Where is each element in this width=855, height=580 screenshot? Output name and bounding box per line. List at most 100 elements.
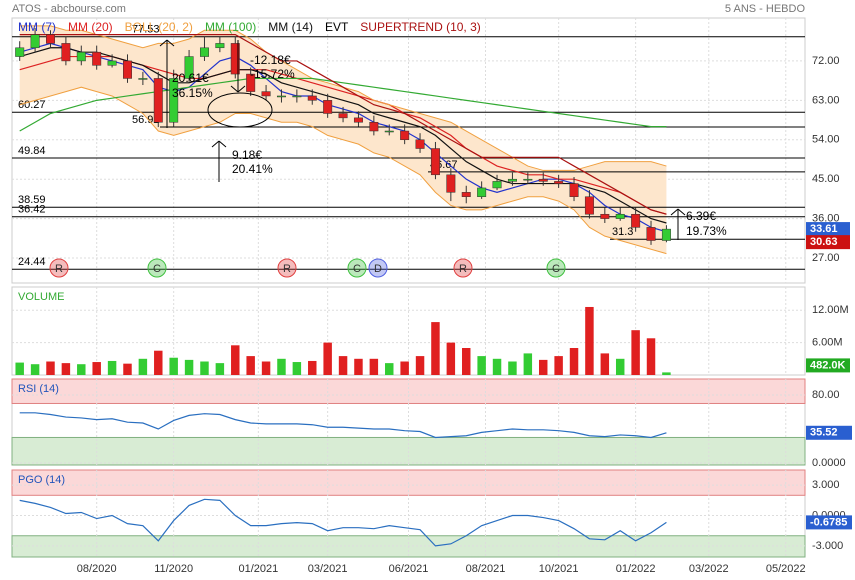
volume-bar [107, 360, 117, 375]
event-marker [277, 258, 297, 278]
price-tag-label: 30.63 [810, 236, 838, 248]
indicator-line [19, 412, 667, 439]
indicator-line [19, 498, 667, 547]
x-tick-label: 01/2021 [238, 563, 278, 575]
volume-bar [15, 362, 24, 375]
x-tick-label: 06/2021 [389, 563, 429, 575]
volume-bar [215, 363, 225, 375]
y-tick-label: 80.00 [812, 389, 840, 401]
candle-body [584, 196, 594, 215]
candle-body [215, 43, 225, 49]
arrow [166, 39, 175, 47]
arrow [237, 85, 246, 93]
x-tick-label: 01/2022 [616, 563, 656, 575]
volume-bar [615, 358, 625, 375]
legend-entry: MM (20) [68, 20, 113, 34]
volume-bar [277, 358, 286, 375]
y-tick-label: 12.00M [812, 304, 849, 316]
candle-body [261, 91, 271, 97]
legend-entry: MM (100) [205, 20, 256, 34]
volume-bar [415, 356, 425, 375]
event-marker [368, 258, 388, 278]
candle-body [477, 187, 487, 197]
arrow [211, 140, 220, 148]
volume-bar [77, 364, 86, 375]
candle-body [369, 121, 379, 132]
volume-bar [30, 364, 40, 375]
y-tick-label: -3.000 [812, 540, 843, 552]
event-marker [347, 258, 367, 278]
volume-bar [385, 363, 394, 375]
volume-bar [523, 353, 533, 375]
candle-body [461, 192, 471, 197]
arrow [159, 39, 168, 47]
volume-bar [492, 358, 502, 375]
volume-bar [446, 342, 456, 375]
volume-bar [292, 362, 302, 375]
last-value-label: 35.52 [810, 427, 838, 439]
x-tick-label: 11/2020 [154, 563, 193, 575]
candle-body [76, 51, 86, 62]
candle-body [507, 178, 517, 182]
level-label: 77.53 [132, 24, 160, 36]
candle-body [615, 213, 625, 219]
last-value-label: 482.0K [810, 359, 846, 371]
event-label: D [374, 263, 382, 275]
candle-body [107, 60, 117, 66]
event-label: R [55, 263, 63, 275]
volume-bar [585, 306, 594, 375]
level-label: 38.59 [18, 194, 46, 206]
volume-bar [554, 356, 563, 375]
candle-body [230, 43, 240, 75]
volume-bar [600, 353, 610, 375]
arrow [230, 85, 239, 93]
candle-body [523, 178, 533, 181]
last-value-tag [806, 515, 852, 530]
volume-bar [61, 363, 71, 375]
volume-bar [508, 361, 517, 375]
candle-body [492, 181, 502, 189]
legend-entry: BOLL (20, 2) [125, 20, 193, 34]
arrow [670, 208, 679, 216]
level-label: 49.84 [18, 145, 46, 157]
volume-bar [138, 358, 148, 375]
candle-body [15, 47, 25, 57]
y-tick-label: 45.00 [812, 173, 840, 185]
candle-body [661, 228, 671, 241]
x-tick-label: 08/2020 [77, 563, 117, 575]
annotation: -12.18€ [250, 53, 291, 67]
candle-body [415, 139, 425, 149]
volume-bar [462, 348, 471, 375]
last-value-label: -0.6785 [810, 516, 847, 528]
y-tick-label: 54.00 [812, 134, 840, 146]
y-tick-label: 3.000 [812, 479, 840, 491]
event-label: C [552, 263, 560, 275]
event-marker [147, 258, 167, 278]
candle-body [184, 56, 194, 79]
candle-body [554, 181, 564, 184]
event-label: R [459, 263, 467, 275]
volume-bar [123, 363, 132, 375]
volume-bar [569, 348, 579, 375]
level-label: 24.44 [18, 256, 46, 268]
header-left: ATOS - abcbourse.com [12, 3, 126, 15]
candle-body [292, 95, 302, 98]
annotation: 6.39€ [686, 209, 716, 223]
volume-bar [92, 362, 101, 375]
price-tag [806, 235, 850, 250]
legend-entry: MM (14) [268, 20, 313, 34]
annotation: 20.41% [232, 162, 273, 176]
event-label: C [353, 263, 361, 275]
candle-body [323, 100, 333, 114]
pane-title: PGO (14) [18, 474, 65, 486]
volume-bar [538, 359, 548, 375]
candle-body [92, 51, 102, 66]
legend-entry: SUPERTREND (10, 3) [360, 20, 480, 34]
candle-body [123, 60, 132, 79]
pane-title: VOLUME [18, 291, 64, 303]
volume-bar [200, 361, 209, 375]
header-right: 5 ANS - HEBDO [725, 3, 806, 15]
candle-body [631, 213, 641, 228]
arrow [677, 208, 686, 216]
